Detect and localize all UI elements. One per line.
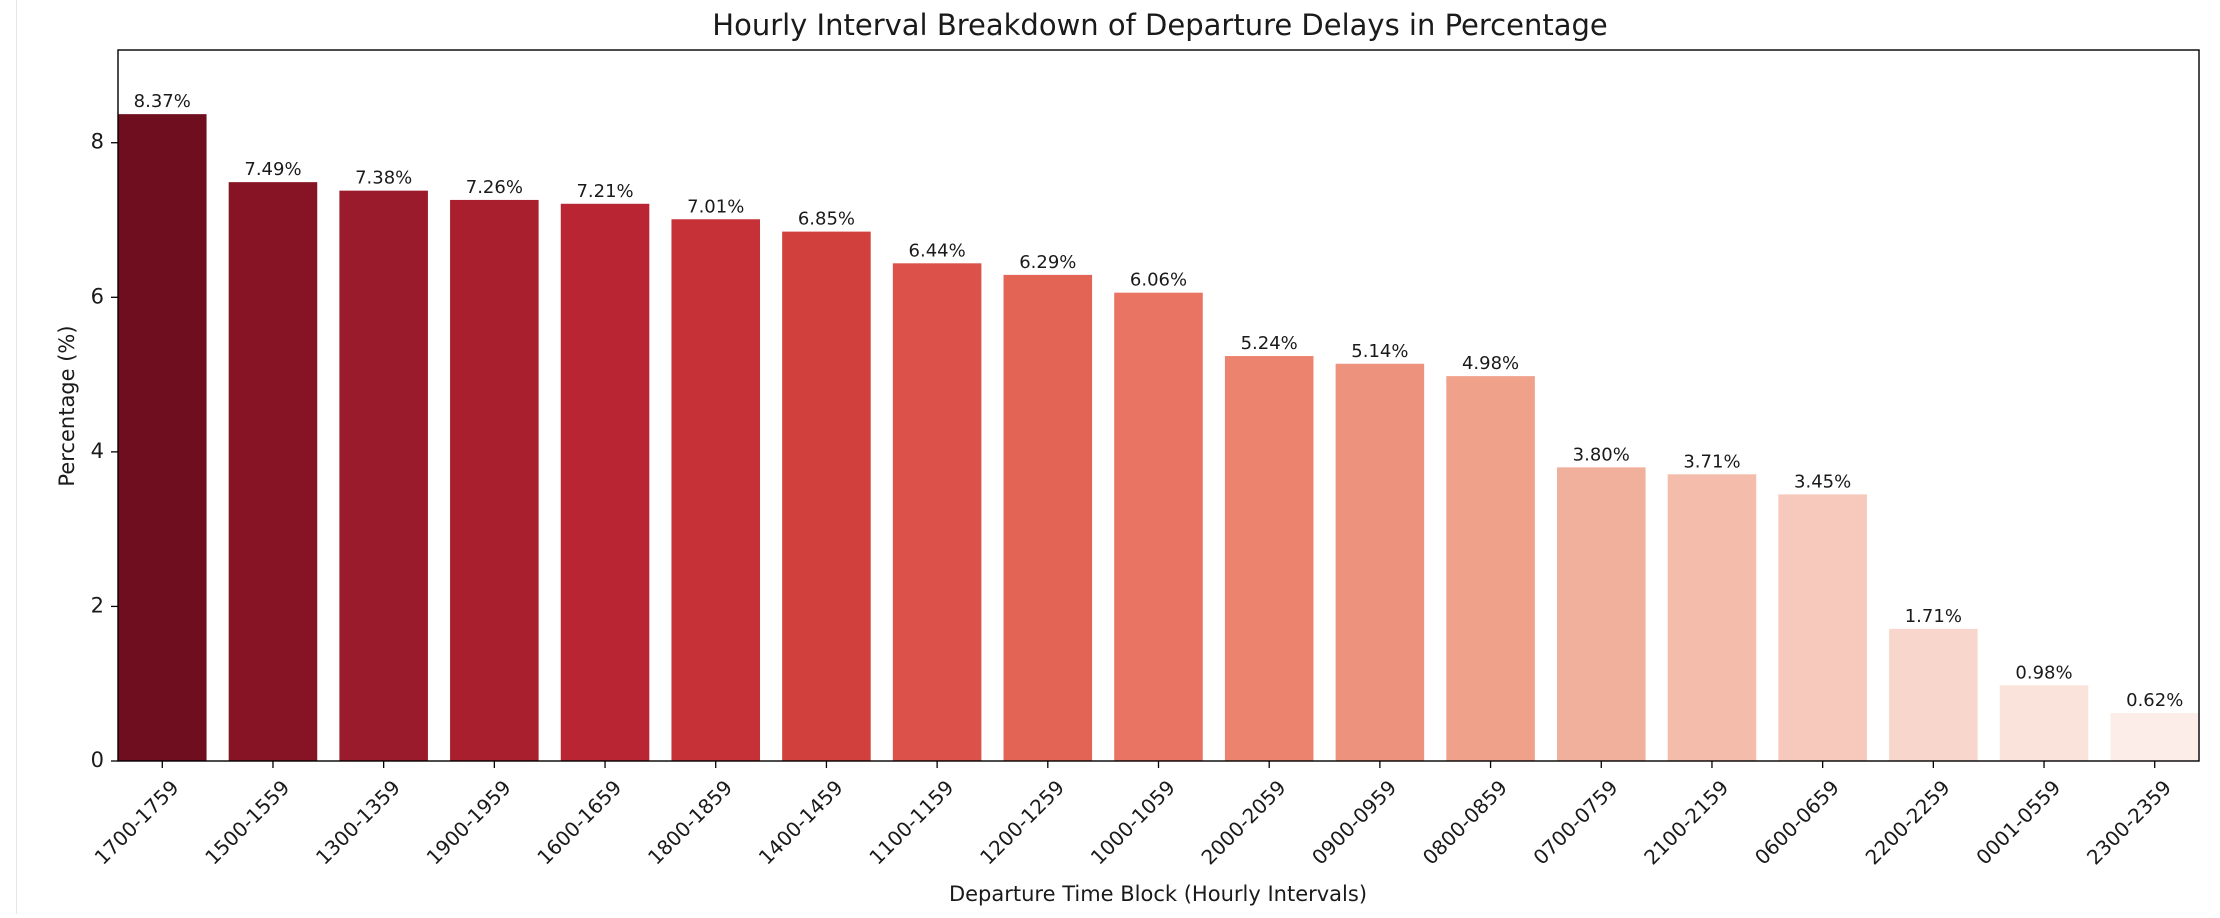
chart-title: Hourly Interval Breakdown of Departure D… (712, 8, 1607, 42)
x-tick-label: 2200-2259 (1861, 775, 1955, 869)
bar (1335, 363, 1425, 761)
bar-value-label: 7.26% (466, 177, 523, 198)
x-tick-label: 1500-1559 (200, 775, 294, 869)
bar (671, 219, 761, 761)
bars-group (118, 114, 2199, 762)
bar-value-label: 3.45% (1794, 471, 1851, 492)
x-tick-label: 0600-0659 (1750, 775, 1844, 869)
x-tick-label: 1200-1259 (975, 775, 1069, 869)
x-axis-label: Departure Time Block (Hourly Intervals) (949, 882, 1367, 906)
y-tick-label: 8 (91, 130, 104, 154)
bar (1667, 474, 1757, 761)
bar-value-label: 6.29% (1019, 252, 1076, 273)
bar-value-label: 6.06% (1130, 270, 1187, 291)
bar (1114, 292, 1203, 761)
bar (1556, 467, 1646, 761)
x-tick-label: 1000-1059 (1086, 775, 1180, 869)
bar (2110, 713, 2199, 761)
x-tick-label: 1700-1759 (90, 775, 184, 869)
bar (1999, 685, 2089, 761)
x-tick-label: 0001-0559 (1971, 775, 2065, 869)
bar-value-label: 7.49% (244, 159, 301, 180)
bar (1446, 376, 1535, 761)
x-tick-label: 0700-0759 (1528, 775, 1622, 869)
bar (450, 199, 539, 761)
bar-value-label: 1.71% (1905, 606, 1962, 627)
x-tick-label: 1900-1959 (422, 775, 516, 869)
bar (1003, 274, 1093, 761)
bar-value-label: 3.71% (1683, 451, 1740, 472)
x-tick-label: 1600-1659 (532, 775, 626, 869)
x-tick-label: 2300-2359 (2082, 775, 2176, 869)
bar-value-label: 5.24% (1241, 333, 1298, 354)
bar-value-label: 7.21% (576, 181, 633, 202)
bar-value-label: 7.01% (687, 196, 744, 217)
x-axis: 1700-1759 1500-1559 1300-1359 1900-1959 1600… (90, 761, 2176, 869)
bar-value-label: 8.37% (134, 91, 191, 112)
bar-value-label: 6.85% (798, 209, 855, 230)
page-edge-divider (16, 0, 17, 914)
bar (560, 203, 650, 762)
bar-value-label: 6.44% (909, 240, 966, 261)
x-tick-label: 2100-2159 (1639, 775, 1733, 869)
bar (782, 231, 871, 762)
bar-value-label: 4.98% (1462, 353, 1519, 374)
y-tick-label: 2 (91, 593, 104, 617)
bar (228, 182, 318, 761)
bar-value-label: 3.80% (1573, 444, 1630, 465)
x-tick-label: 1100-1159 (864, 775, 958, 869)
data-labels-group: 8.37% 7.49% 7.38% 7.26% 7.21% 7.01% 6.85% 6.44%… (134, 91, 2184, 711)
y-axis: 0 2 4 6 8 (91, 130, 118, 772)
x-tick-label: 0800-0859 (1418, 775, 1512, 869)
x-tick-label: 1300-1359 (311, 775, 405, 869)
bar-value-label: 0.98% (2015, 662, 2072, 683)
x-tick-label: 0900-0959 (1307, 775, 1401, 869)
y-axis-label: Percentage (%) (55, 325, 79, 486)
bar (118, 114, 207, 761)
bar (1224, 356, 1314, 761)
bar (339, 190, 428, 761)
y-tick-label: 4 (91, 439, 104, 463)
bar (1778, 494, 1867, 761)
bar-value-label: 7.38% (355, 168, 412, 189)
x-tick-label: 1400-1459 (754, 775, 848, 869)
y-tick-label: 6 (91, 284, 104, 308)
bar (892, 263, 982, 761)
x-tick-label: 2000-2059 (1196, 775, 1290, 869)
x-tick-label: 1800-1859 (643, 775, 737, 869)
y-tick-label: 0 (91, 748, 104, 772)
bar-value-label: 0.62% (2126, 690, 2183, 711)
bar-value-label: 5.14% (1351, 341, 1408, 362)
bar (1889, 628, 1978, 761)
